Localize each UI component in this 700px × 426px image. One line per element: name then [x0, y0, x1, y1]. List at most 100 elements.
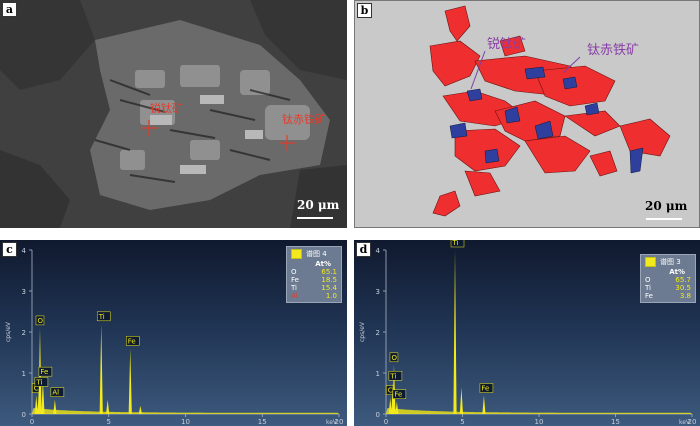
- spectrum-peak: [53, 399, 57, 414]
- y-tick-label: 0: [376, 411, 380, 419]
- map-label-anatase: 锐钛矿: [487, 37, 527, 52]
- legend-val: 3.8: [679, 292, 691, 300]
- legend-el: Fe: [645, 292, 653, 300]
- x-tick-label: 20: [688, 418, 697, 426]
- peak-label-box: [450, 240, 465, 248]
- legend-unit-c: At%: [315, 260, 331, 268]
- spectrum-peak: [138, 405, 142, 414]
- sem-micrograph: [0, 0, 347, 228]
- peak-label-box: [35, 315, 45, 326]
- y-tick-label: 3: [22, 288, 26, 296]
- peak-label-box: [125, 336, 140, 346]
- spectrum-peak: [459, 387, 464, 414]
- x-tick-label: 10: [535, 418, 544, 426]
- panel-letter-b: b: [357, 3, 372, 18]
- legend-title-d: 谱图 3: [660, 258, 681, 266]
- y-axis-label: cps/eV: [359, 321, 366, 342]
- legend-val: 65.7: [675, 276, 691, 284]
- panel-letter-a: a: [2, 2, 17, 17]
- peak-label-box: [96, 311, 111, 322]
- peak-label: C: [34, 385, 39, 393]
- legend-title-c: 谱图 4: [306, 250, 327, 258]
- x-tick-label: 15: [258, 418, 267, 426]
- y-tick-label: 2: [22, 329, 26, 337]
- scalebar-label-a: 20 μm: [297, 198, 340, 212]
- spectrum-peak: [482, 395, 486, 414]
- legend-swatch-c: [291, 249, 302, 259]
- legend-val: 15.4: [321, 284, 337, 292]
- x-tick-label: 5: [460, 418, 464, 426]
- y-tick-label: 2: [376, 329, 380, 337]
- scalebar-label-b: 20 μm: [645, 199, 688, 213]
- peak-label: C: [388, 387, 393, 395]
- peak-label: Ti: [98, 313, 105, 321]
- panel-d-spectrum: d 0 1 2 3 4 0 5 10 15 20 keV cps/eV C O Ti Fe Ti Fe 谱图 3 …: [354, 240, 700, 426]
- peak-label-box: [34, 377, 49, 387]
- map-label-ilmenite: 钛赤铁矿: [587, 43, 640, 58]
- peak-label-box: [50, 387, 65, 397]
- spectrum-peak: [388, 397, 392, 414]
- y-tick-label: 1: [22, 370, 26, 378]
- legend-val: 1.0: [325, 292, 337, 300]
- peak-label: Ti: [389, 372, 396, 380]
- peak-label: Ti: [452, 240, 459, 247]
- peak-label: Fe: [40, 368, 48, 376]
- legend-swatch-d: [645, 257, 656, 267]
- peak-label-box: [389, 352, 399, 363]
- legend-c: 谱图 4 At% O 65.1 Fe 18.5 Ti 15.4 Al 1.0: [286, 246, 342, 303]
- peak-label: Fe: [481, 385, 489, 393]
- x-tick-label: 10: [181, 418, 190, 426]
- panel-a-sem-image: a: [0, 0, 347, 228]
- legend-el: Al: [291, 292, 298, 300]
- peak-label-box: [392, 389, 407, 399]
- x-tick-label: 5: [107, 418, 111, 426]
- panel-c-spectrum: c 0 1 2 3 4 0 5 10 15 20 keV cps/eV C O Fe Ti Al Ti Fe 谱图 …: [0, 240, 347, 426]
- legend-val: 65.1: [321, 268, 337, 276]
- legend-val: 30.5: [675, 284, 691, 292]
- panel-letter-d: d: [356, 242, 371, 257]
- sem-label-anatase: 锐钛矿: [150, 102, 183, 115]
- y-tick-label: 0: [22, 411, 26, 419]
- y-axis-label: cps/eV: [5, 321, 12, 342]
- peak-label: Al: [52, 389, 59, 397]
- legend-unit-d: At%: [669, 268, 685, 276]
- x-axis-label: keV: [326, 419, 338, 426]
- peak-label: Ti: [35, 378, 42, 386]
- x-tick-label: 0: [384, 418, 388, 426]
- peak-label: Fe: [394, 391, 402, 399]
- legend-el: Fe: [291, 276, 299, 284]
- legend-val: 18.5: [321, 276, 337, 284]
- spectrum-continuum: [386, 408, 692, 414]
- peak-label-box: [388, 371, 403, 381]
- legend-el: O: [291, 268, 297, 276]
- y-tick-label: 3: [376, 288, 380, 296]
- x-tick-label: 20: [335, 418, 344, 426]
- spectrum-peak: [395, 401, 399, 414]
- spectrum-peak: [41, 379, 45, 414]
- legend-el: O: [645, 276, 651, 284]
- x-tick-label: 0: [30, 418, 34, 426]
- spectrum-peak: [37, 389, 41, 414]
- spectrum-continuum: [32, 408, 339, 414]
- spectrum-peak: [34, 395, 38, 414]
- spectrum-peak: [99, 323, 103, 414]
- phase-map-drawing: [429, 5, 682, 220]
- spectrum-peak: [128, 348, 132, 414]
- spectrum-peak: [453, 250, 457, 414]
- spectrum-peak: [106, 399, 110, 414]
- x-axis-label: keV: [679, 419, 691, 426]
- sem-label-ilmenite: 钛赤铁矿: [282, 113, 326, 126]
- x-tick-label: 15: [611, 418, 620, 426]
- peak-label: O: [391, 354, 397, 362]
- legend-d: 谱图 3 At% O 65.7 Ti 30.5 Fe 3.8: [640, 254, 696, 303]
- peak-label-box: [479, 383, 494, 393]
- y-tick-label: 4: [22, 247, 27, 255]
- peak-label: O: [37, 317, 43, 325]
- legend-el: Ti: [645, 284, 652, 292]
- y-tick-label: 1: [376, 370, 380, 378]
- peak-label: Fe: [128, 337, 136, 345]
- panel-letter-c: c: [2, 242, 17, 257]
- peak-label-box: [38, 366, 53, 377]
